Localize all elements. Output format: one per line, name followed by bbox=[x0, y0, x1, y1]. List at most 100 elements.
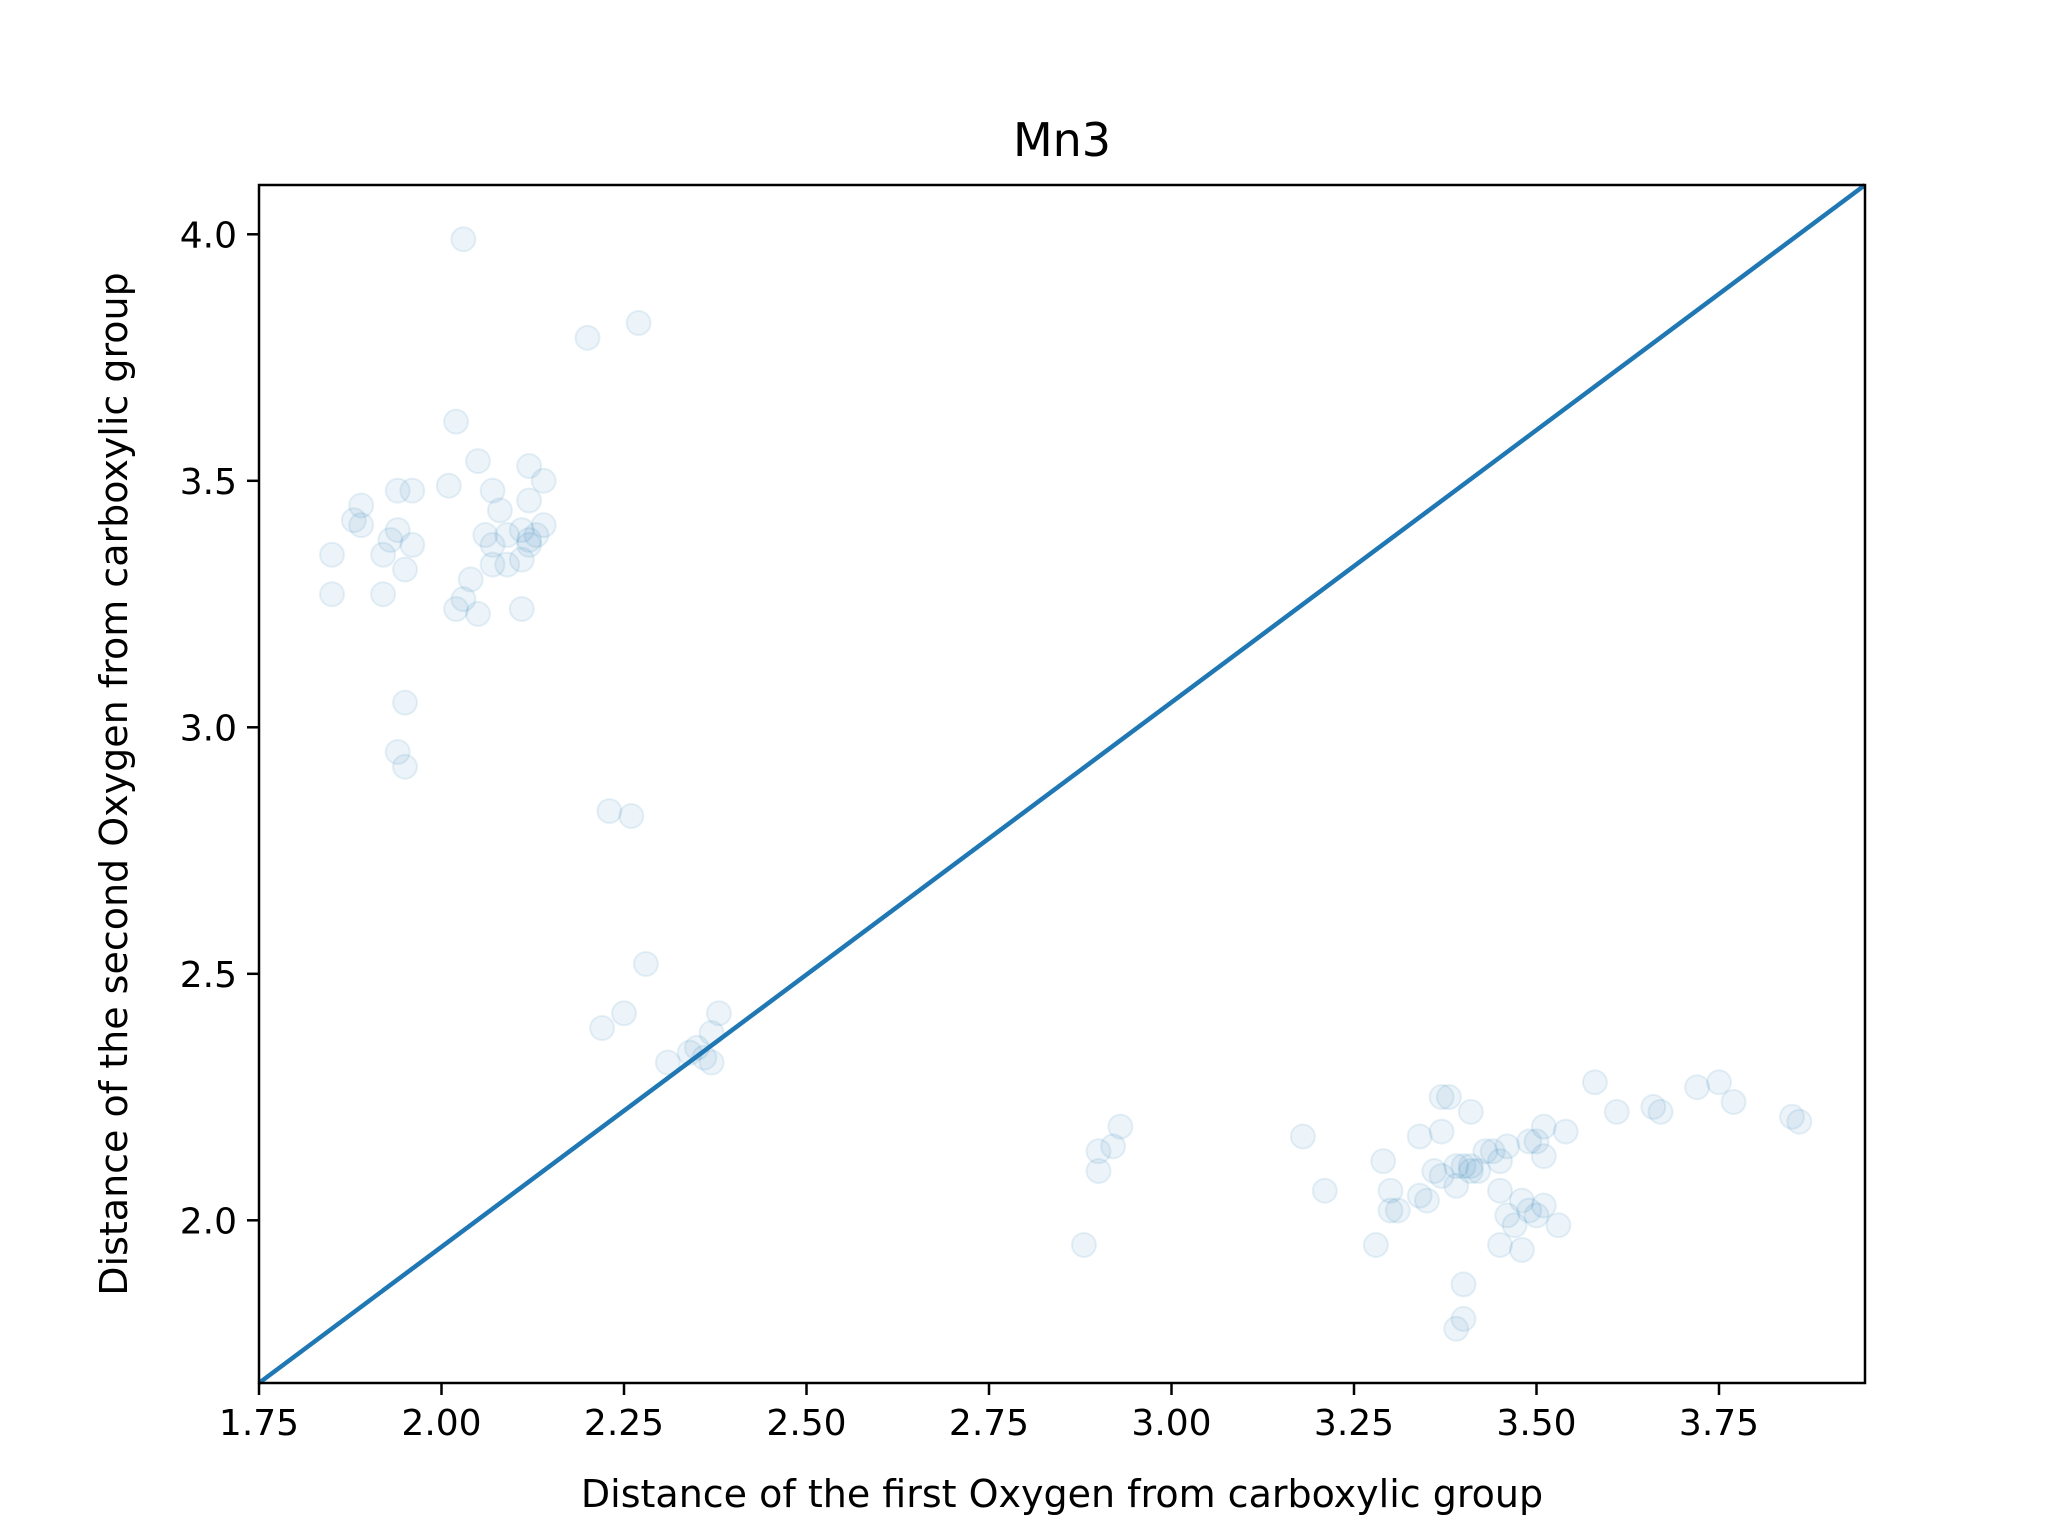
scatter-point bbox=[574, 324, 601, 351]
scatter-point bbox=[1406, 1182, 1433, 1209]
scatter-point bbox=[1428, 1118, 1455, 1145]
scatter-point bbox=[1472, 1138, 1499, 1165]
scatter-point bbox=[1406, 1123, 1433, 1150]
scatter-point bbox=[457, 566, 484, 593]
scatter-point bbox=[516, 531, 543, 558]
scatter-point bbox=[625, 310, 652, 337]
scatter-point bbox=[494, 522, 521, 549]
scatter-point bbox=[384, 477, 411, 504]
x-tick-label: 1.75 bbox=[219, 1403, 299, 1444]
scatter-point bbox=[384, 517, 411, 544]
y-tick-label: 4.0 bbox=[180, 215, 237, 256]
scatter-point bbox=[618, 803, 645, 830]
scatter-point bbox=[1487, 1148, 1513, 1175]
scatter-point bbox=[370, 541, 397, 568]
scatter-point bbox=[486, 497, 513, 524]
scatter-point bbox=[1779, 1103, 1805, 1130]
y-tick-label: 3.0 bbox=[180, 708, 237, 749]
scatter-point bbox=[654, 1049, 681, 1076]
scatter-point bbox=[1384, 1197, 1411, 1224]
scatter-point bbox=[1523, 1128, 1550, 1155]
scatter-point bbox=[479, 531, 506, 558]
scatter-point bbox=[508, 517, 535, 544]
scatter-point bbox=[1494, 1202, 1521, 1229]
scatter-point bbox=[1450, 1153, 1477, 1180]
scatter-point bbox=[479, 551, 506, 578]
scatter-point bbox=[1581, 1069, 1608, 1096]
reference-line bbox=[257, 183, 1867, 1385]
scatter-point bbox=[1107, 1113, 1134, 1140]
scatter-point bbox=[516, 453, 543, 480]
scatter-point bbox=[1523, 1202, 1550, 1229]
scatter-point bbox=[1684, 1074, 1711, 1101]
scatter-point bbox=[1530, 1113, 1557, 1140]
x-tick-label: 2.00 bbox=[401, 1403, 481, 1444]
scatter-point bbox=[1435, 1084, 1462, 1111]
scatter-point bbox=[1508, 1187, 1535, 1214]
scatter-point bbox=[399, 531, 426, 558]
scatter-point bbox=[1786, 1108, 1813, 1135]
scatter-point bbox=[1530, 1192, 1557, 1219]
scatter-point bbox=[450, 226, 477, 253]
scatter-point bbox=[377, 526, 404, 553]
scatter-point bbox=[450, 586, 477, 613]
scatter-point bbox=[340, 507, 367, 534]
scatter-point bbox=[1516, 1197, 1543, 1224]
scatter-point bbox=[348, 492, 375, 519]
scatter-point bbox=[508, 546, 535, 573]
scatter-point bbox=[596, 798, 623, 825]
x-tick-label: 3.00 bbox=[1131, 1403, 1211, 1444]
scatter-point bbox=[1421, 1158, 1448, 1185]
scatter-point bbox=[1377, 1177, 1404, 1204]
scatter-point bbox=[632, 950, 659, 977]
scatter-point bbox=[1428, 1162, 1455, 1189]
y-axis: 2.0 2.5 3.0 3.5 4.0 bbox=[180, 215, 259, 1242]
scatter-point bbox=[1457, 1098, 1484, 1125]
scatter-point bbox=[1603, 1098, 1630, 1125]
scatter-point bbox=[589, 1015, 616, 1042]
scatter-point bbox=[705, 1000, 732, 1027]
scatter-point bbox=[472, 522, 499, 549]
scatter-point bbox=[508, 595, 535, 622]
x-tick-label: 2.50 bbox=[766, 1403, 846, 1444]
scatter-point bbox=[1085, 1158, 1112, 1185]
scatter-point bbox=[1487, 1177, 1513, 1204]
scatter-point bbox=[443, 408, 470, 435]
scatter-point bbox=[1414, 1187, 1440, 1214]
scatter-point bbox=[1706, 1069, 1732, 1096]
scatter-point bbox=[1479, 1138, 1506, 1165]
scatter-point bbox=[698, 1049, 725, 1076]
chart-title: Mn3 bbox=[1013, 113, 1111, 167]
scatter-point bbox=[465, 600, 491, 627]
x-axis: 1.75 2.00 2.25 2.50 2.75 3.00 3.25 3.50 3.75 bbox=[219, 1383, 1759, 1444]
scatter-point bbox=[530, 512, 557, 539]
y-axis-label: Distance of the second Oxygen from carbo… bbox=[92, 272, 136, 1295]
scatter-point bbox=[319, 541, 345, 568]
scatter-point bbox=[1487, 1231, 1513, 1258]
scatter-point bbox=[523, 522, 550, 549]
scatter-point bbox=[1362, 1231, 1389, 1258]
scatter-point bbox=[516, 487, 543, 514]
scatter-point bbox=[1377, 1197, 1404, 1224]
scatter-point bbox=[494, 551, 521, 578]
scatter-point bbox=[1443, 1153, 1470, 1180]
scatter-point bbox=[1311, 1177, 1338, 1204]
scatter-point bbox=[1289, 1123, 1316, 1150]
x-tick-label: 3.25 bbox=[1314, 1403, 1394, 1444]
scatter-point bbox=[479, 477, 506, 504]
scatter-point bbox=[1443, 1172, 1470, 1199]
scatter-point bbox=[319, 581, 345, 608]
scatter-point bbox=[1640, 1093, 1667, 1120]
scatter-point bbox=[1370, 1148, 1397, 1175]
x-tick-label: 2.25 bbox=[584, 1403, 664, 1444]
scatter-point bbox=[384, 738, 411, 765]
scatter-point bbox=[392, 689, 418, 716]
scatter-point bbox=[1720, 1088, 1747, 1115]
x-tick-label: 2.75 bbox=[949, 1403, 1029, 1444]
scatter-point bbox=[1545, 1212, 1572, 1239]
scatter-point bbox=[465, 448, 491, 475]
scatter-point bbox=[1465, 1158, 1492, 1185]
x-tick-label: 3.75 bbox=[1679, 1403, 1759, 1444]
